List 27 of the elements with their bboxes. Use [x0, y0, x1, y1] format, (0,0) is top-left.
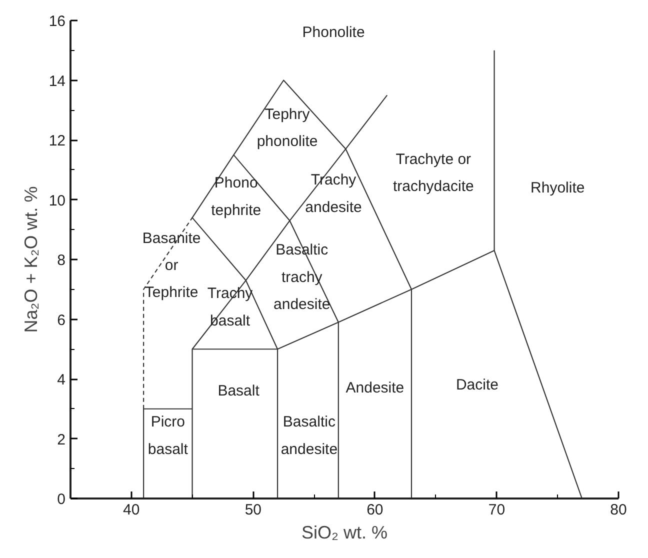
y-axis-title: Na₂O + K₂O wt. %	[20, 186, 41, 333]
y-tick-label: 8	[57, 252, 66, 269]
annotation: Basalt	[218, 382, 260, 400]
y-tick-label: 0	[57, 491, 66, 508]
annotation: Basanite or Tephrite	[142, 230, 201, 302]
y-tick-label: 6	[57, 312, 66, 329]
annotation: Picro basalt	[148, 414, 189, 458]
x-tick-label: 50	[244, 502, 262, 518]
annotation: Phonolite	[302, 24, 365, 41]
annotation: Phono tephrite	[211, 174, 262, 219]
x-tick-label: 80	[610, 502, 627, 518]
annotation: Basaltic andesite	[280, 414, 338, 458]
annotation: Andesite	[346, 379, 404, 396]
x-tick-label: 60	[366, 502, 384, 518]
y-tick-label: 16	[48, 13, 66, 30]
annotation: Rhyolite	[530, 179, 585, 196]
y-tick-label: 2	[57, 431, 66, 448]
annotation: Dacite	[456, 376, 499, 394]
y-tick-label: 12	[48, 132, 66, 150]
x-axis-title: SiO₂ wt. %	[302, 522, 388, 542]
x-tick-label: 70	[488, 502, 506, 518]
annotation: Tephry phonolite	[256, 106, 318, 150]
y-tick-label: 4	[57, 372, 66, 388]
y-tick-label: 14	[48, 72, 66, 90]
annotation: Trachyte or trachydacite	[392, 150, 474, 195]
x-tick-label: 40	[123, 502, 140, 518]
y-tick-label: 10	[48, 192, 66, 210]
